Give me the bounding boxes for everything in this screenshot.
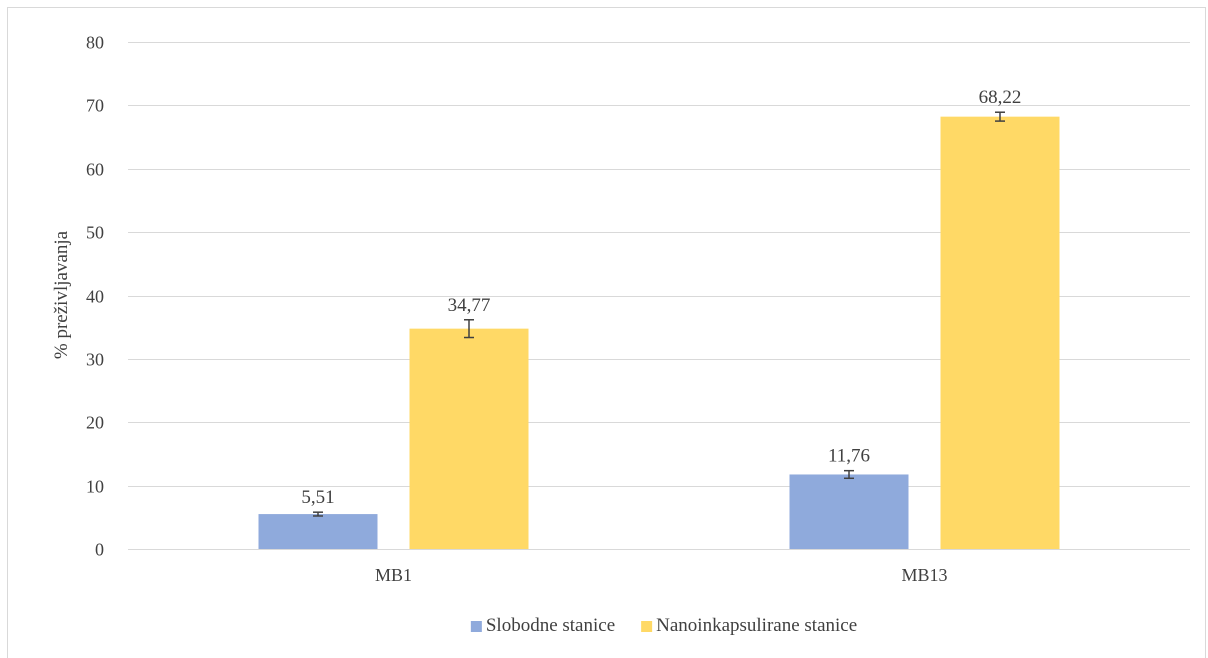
legend-swatch xyxy=(641,621,653,632)
legend-swatch xyxy=(470,621,482,632)
data-label: 68,22 xyxy=(979,87,1022,108)
bar-mb1-series-1 xyxy=(258,514,378,549)
x-axis-categories: MB1 MB13 xyxy=(375,565,948,585)
legend-label: Nanoinkapsulirane stanice xyxy=(656,615,857,636)
error-bars xyxy=(313,111,1005,517)
bar-mb13-series-2 xyxy=(940,116,1060,549)
bar-mb1-series-2 xyxy=(409,328,529,549)
data-labels: 5,51 34,77 11,76 68,22 xyxy=(301,87,1021,508)
y-tick-label: 60 xyxy=(86,160,104,180)
y-tick-label: 50 xyxy=(86,223,104,243)
data-label: 34,77 xyxy=(448,295,491,316)
y-tick-label: 20 xyxy=(86,413,104,433)
bar-mb13-series-1 xyxy=(789,474,909,549)
y-tick-label: 10 xyxy=(86,477,104,497)
legend-item: Slobodne stanice xyxy=(470,615,615,636)
y-tick-label: 0 xyxy=(95,540,104,560)
y-axis-title: % preživljavanja xyxy=(51,230,72,359)
bars xyxy=(258,116,1060,549)
data-label: 11,76 xyxy=(828,446,870,467)
y-tick-label: 30 xyxy=(86,350,104,370)
y-tick-label: 40 xyxy=(86,287,104,307)
x-category-label: MB13 xyxy=(901,565,947,585)
x-category-label: MB1 xyxy=(375,565,412,585)
legend-item: Nanoinkapsulirane stanice xyxy=(641,615,857,636)
y-axis-ticks: 0 10 20 30 40 50 60 70 80 xyxy=(86,33,104,560)
legend-label: Slobodne stanice xyxy=(486,615,615,636)
y-tick-label: 70 xyxy=(86,96,104,116)
y-tick-label: 80 xyxy=(86,33,104,53)
data-label: 5,51 xyxy=(301,487,334,508)
legend: Slobodne stanice Nanoinkapsulirane stanic… xyxy=(470,615,857,636)
